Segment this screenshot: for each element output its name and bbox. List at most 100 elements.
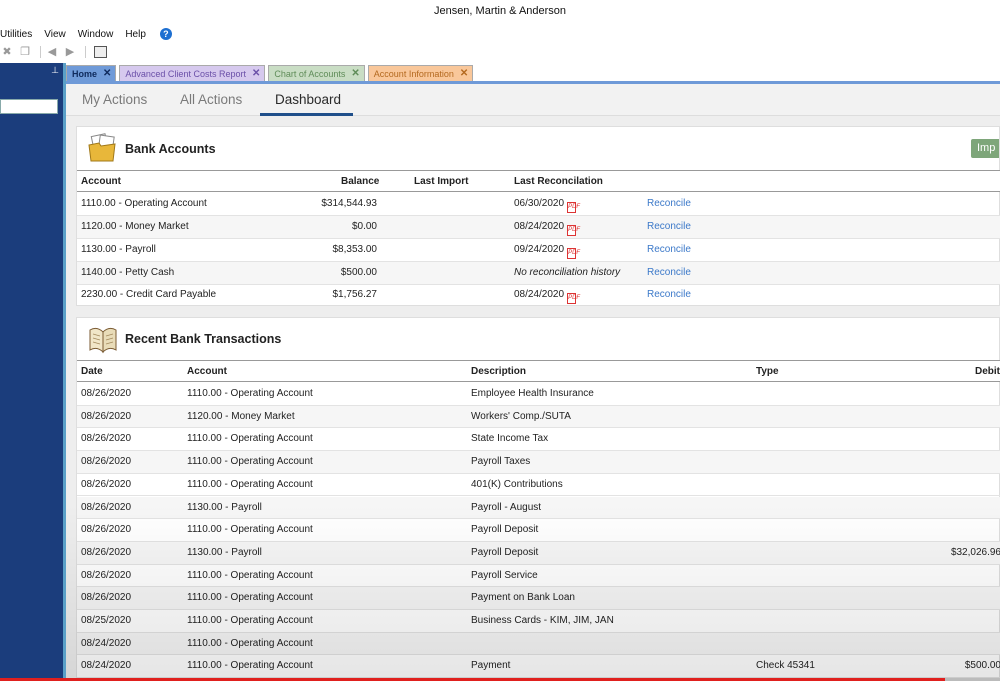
calculator-icon[interactable] <box>94 46 107 58</box>
description-cell: Payment on Bank Loan <box>471 592 575 604</box>
date-cell: 08/26/2020 <box>81 456 132 468</box>
account-cell: 1120.00 - Money Market <box>187 410 295 422</box>
account-cell: 2230.00 - Credit Card Payable <box>81 289 217 300</box>
table-row[interactable]: 08/26/2020 1110.00 - Operating Account Pay… <box>77 519 1000 542</box>
close-icon[interactable]: ✕ <box>351 68 360 79</box>
date-cell: 08/26/2020 <box>81 410 132 422</box>
table-row[interactable]: 08/26/2020 1110.00 - Operating Account Emp… <box>77 383 1000 406</box>
menu-utilities[interactable]: Utilities <box>0 28 33 40</box>
table-row[interactable]: 1110.00 - Operating Account $314,544.93 … <box>77 193 1000 216</box>
table-row[interactable]: 08/26/2020 1130.00 - Payroll Payroll Depos… <box>77 541 1000 565</box>
description-cell: Payroll Deposit <box>471 546 539 558</box>
tab-strip-border <box>66 81 1000 84</box>
reconcile-link[interactable]: Reconcile <box>647 289 691 300</box>
tab-advanced-client-costs-report[interactable]: Advanced Client Costs Report ✕ <box>119 65 266 81</box>
description-cell: State Income Tax <box>471 433 549 445</box>
menu-window[interactable]: Window <box>77 28 114 40</box>
debit-cell: $500.00 <box>964 660 1000 672</box>
reconcile-link[interactable]: Reconcile <box>647 244 691 255</box>
reconciliation-date: 06/30/2020 <box>514 198 565 209</box>
table-row[interactable]: 08/26/2020 1110.00 - Operating Account Pay… <box>77 565 1000 588</box>
col-description: Description <box>471 366 527 377</box>
table-row[interactable]: 2230.00 - Credit Card Payable $1,756.27 … <box>77 284 1000 307</box>
back-icon[interactable]: ◀ <box>47 46 57 58</box>
description-cell: Payroll Service <box>471 569 538 581</box>
pdf-icon[interactable]: PDF <box>567 293 580 304</box>
col-type: Type <box>756 366 779 377</box>
import-button[interactable]: Imp <box>971 139 999 158</box>
col-last-import: Last Import <box>414 176 469 187</box>
recent-transactions-title: Recent Bank Transactions <box>125 332 282 346</box>
reconcile-link[interactable]: Reconcile <box>647 221 691 232</box>
forward-icon[interactable]: ▶ <box>65 46 75 58</box>
account-cell: 1130.00 - Payroll <box>187 501 262 513</box>
table-row[interactable]: 08/26/2020 1110.00 - Operating Account Sta… <box>77 428 1000 452</box>
reconcile-link[interactable]: Reconcile <box>647 267 691 278</box>
account-cell: 1110.00 - Operating Account <box>187 569 313 581</box>
date-cell: 08/24/2020 <box>81 637 132 649</box>
toolbar-separator <box>85 46 86 58</box>
tab-account-information[interactable]: Account Information ✕ <box>367 65 474 81</box>
description-cell: Business Cards - KIM, JIM, JAN <box>471 615 614 626</box>
close-icon[interactable]: ✕ <box>251 68 261 79</box>
balance-cell: $0.00 <box>351 221 377 232</box>
subtab-my-actions[interactable]: My Actions <box>82 92 148 107</box>
sidebar-splitter[interactable] <box>63 63 66 681</box>
video-progress-bar[interactable] <box>0 678 1000 681</box>
table-row[interactable]: 1120.00 - Money Market $0.00 08/24/2020 P… <box>77 216 1000 239</box>
copy-icon[interactable]: ❐ <box>20 46 30 58</box>
account-cell: 1110.00 - Operating Account <box>187 524 313 536</box>
table-row[interactable]: 08/25/2020 1110.00 - Operating Account Bus… <box>77 610 1000 633</box>
close-icon[interactable]: ✕ <box>103 68 112 79</box>
date-cell: 08/26/2020 <box>81 388 132 399</box>
account-cell: 1110.00 - Operating Account <box>187 592 313 604</box>
table-row[interactable]: 08/26/2020 1110.00 - Operating Account Pay… <box>77 451 1000 474</box>
account-cell: 1110.00 - Operating Account <box>187 388 313 399</box>
tab-label: Account Information <box>373 68 454 79</box>
subtab-dashboard[interactable]: Dashboard <box>275 92 342 107</box>
tab-chart-of-accounts[interactable]: Chart of Accounts ✕ <box>268 65 365 81</box>
reconciliation-date: 09/24/2020 <box>514 244 565 255</box>
date-cell: 08/26/2020 <box>81 546 132 558</box>
table-row[interactable]: 08/24/2020 1110.00 - Operating Account Pay… <box>77 655 1000 679</box>
pdf-icon[interactable]: PDF <box>567 225 580 236</box>
col-debit: Debit <box>975 366 1000 377</box>
balance-cell: $8,353.00 <box>332 244 378 255</box>
close-icon[interactable]: ✕ <box>459 68 469 79</box>
balance-cell: $1,756.27 <box>332 289 378 300</box>
delete-icon[interactable]: ✖ <box>2 46 12 58</box>
menu-help[interactable]: Help <box>125 28 146 40</box>
table-row[interactable]: 08/26/2020 1120.00 - Money Market Workers'… <box>77 405 1000 429</box>
reconcile-link[interactable]: Reconcile <box>647 198 691 209</box>
dashboard-subtabs: My Actions All Actions Dashboard <box>66 84 1000 116</box>
table-row[interactable]: 1140.00 - Petty Cash $500.00 No reconcil… <box>77 262 1000 285</box>
pdf-icon[interactable]: PDF <box>567 248 580 259</box>
window-title: Jensen, Martin & Anderson <box>0 0 1000 25</box>
table-row[interactable]: 08/26/2020 1130.00 - Payroll Payroll - Aug… <box>77 496 1000 520</box>
description-cell: 401(K) Contributions <box>471 478 563 490</box>
reconciliation-date: 08/24/2020 <box>514 289 565 300</box>
subtab-all-actions[interactable]: All Actions <box>180 92 243 107</box>
col-balance: Balance <box>341 176 380 187</box>
table-row[interactable]: 08/24/2020 1110.00 - Operating Account <box>77 632 1000 656</box>
table-row[interactable]: 1130.00 - Payroll $8,353.00 09/24/2020 PD… <box>77 239 1000 262</box>
account-cell: 1120.00 - Money Market <box>81 221 189 232</box>
description-cell: Payment <box>471 660 511 672</box>
date-cell: 08/25/2020 <box>81 615 132 626</box>
debit-cell: $32,026.96 <box>950 546 1000 558</box>
reconciliation-cell: 09/24/2020 PDF <box>514 244 580 259</box>
tab-home[interactable]: Home ✕ <box>66 65 117 81</box>
sidebar-search-input[interactable] <box>0 99 58 114</box>
reconciliation-cell: 08/24/2020 PDF <box>514 221 580 236</box>
pin-icon[interactable]: ⊥ <box>51 65 59 75</box>
table-row[interactable]: 08/26/2020 1110.00 - Operating Account 401… <box>77 474 1000 497</box>
date-cell: 08/26/2020 <box>81 569 132 581</box>
table-row[interactable]: 08/26/2020 1110.00 - Operating Account Pay… <box>77 587 1000 610</box>
menu-view[interactable]: View <box>44 28 66 40</box>
account-cell: 1110.00 - Operating Account <box>187 660 313 672</box>
help-icon[interactable]: ? <box>159 28 172 40</box>
pdf-icon[interactable]: PDF <box>567 202 580 213</box>
date-cell: 08/26/2020 <box>81 592 132 604</box>
bank-accounts-header: Account Balance Last Import Last Reconci… <box>77 170 1000 192</box>
account-cell: 1130.00 - Payroll <box>81 244 156 255</box>
